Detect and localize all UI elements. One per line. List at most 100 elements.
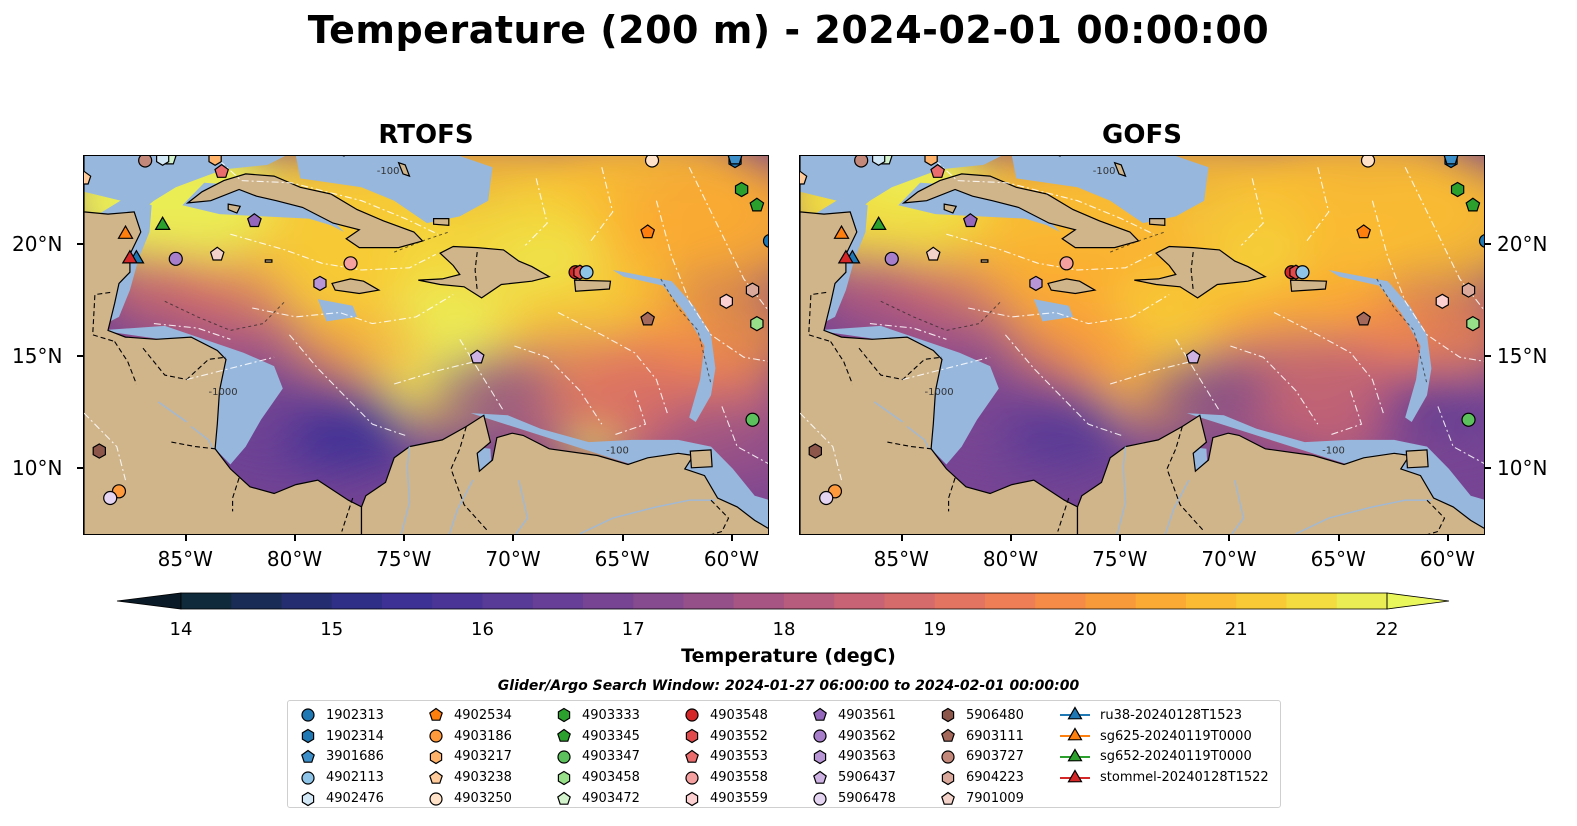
marker-6903727[interactable] (138, 156, 153, 168)
pentagon-marker-icon (429, 708, 443, 722)
marker-4903562[interactable] (168, 251, 183, 266)
panel-title-rtofs: RTOFS (378, 120, 474, 150)
marker-sg625-20240119T0000[interactable] (833, 224, 850, 239)
marker-7901009[interactable] (209, 246, 225, 261)
marker-4902113[interactable] (579, 265, 594, 280)
colorbar-segment (934, 593, 986, 609)
eez-boundary (1175, 339, 1220, 412)
marker-4903345[interactable] (1465, 197, 1481, 212)
marker-7901009[interactable] (925, 246, 941, 261)
colorbar-segment (1286, 593, 1338, 609)
marker-4903347[interactable] (745, 412, 760, 427)
country-border (887, 441, 932, 450)
legend-item: 5906480 (938, 705, 1024, 726)
marker-4902534[interactable] (1356, 224, 1372, 239)
marker-4903561[interactable] (246, 213, 262, 228)
marker-5906480[interactable] (92, 443, 106, 459)
marker-4903458[interactable] (1466, 315, 1480, 332)
colorbar-segment (432, 593, 483, 609)
marker-4903250[interactable] (1360, 156, 1376, 168)
marker-4903333[interactable] (734, 181, 749, 198)
marker-4903333[interactable] (1450, 181, 1465, 198)
legend-column: 5906480 6903111 6903727 6904223 7901009 (938, 705, 1024, 809)
colorbar-segment (683, 593, 735, 609)
river (1164, 479, 1190, 534)
marker-4903458[interactable] (750, 315, 764, 332)
marker-1902313[interactable] (762, 234, 770, 248)
legend-item: sg625-20240119T0000 (1058, 726, 1269, 747)
eez-boundary (1306, 167, 1330, 242)
shelf-bahamas (1011, 156, 1209, 224)
colorbar-segment (231, 593, 282, 609)
marker-5906480[interactable] (808, 443, 822, 459)
circle-marker-icon (301, 708, 315, 722)
marker-6903727[interactable] (854, 156, 869, 168)
marker-4903347[interactable] (1461, 412, 1476, 427)
marker-4903217[interactable] (924, 156, 938, 166)
marker-6903111[interactable] (640, 311, 656, 326)
circle-marker-icon (429, 729, 443, 743)
eez-boundary (800, 412, 843, 481)
marker-4903563[interactable] (1029, 275, 1043, 292)
land-isle_youth (943, 203, 958, 214)
colorbar-segment (834, 593, 885, 609)
legend-item-label: 6903111 (966, 728, 1024, 744)
pentagon-marker-icon (557, 791, 571, 805)
marker-4903561[interactable] (962, 213, 978, 228)
marker-3901686[interactable] (1443, 156, 1459, 165)
eez-boundary (612, 390, 647, 436)
marker-4903562[interactable] (884, 251, 899, 266)
marker-6903111[interactable] (1356, 311, 1372, 326)
triangle-marker-icon (1060, 727, 1090, 741)
marker-1902313[interactable] (1478, 234, 1486, 248)
marker-stommel-20240128T1522[interactable] (121, 249, 138, 264)
eez-boundary (1328, 390, 1363, 436)
legend-item: 6903727 (938, 747, 1024, 768)
lon-tick-mark (730, 535, 733, 541)
marker-4903345[interactable] (749, 197, 765, 212)
legend-item: 4903472 (554, 788, 640, 809)
river (906, 425, 930, 450)
marker-4902476[interactable] (155, 156, 170, 166)
marker-sg652-20240119T0000[interactable] (154, 216, 171, 231)
marker-4903558[interactable] (1059, 256, 1074, 271)
marker-5906437[interactable] (1185, 349, 1201, 364)
marker-4903217[interactable] (208, 156, 222, 166)
lon-tick-label: 85°W (157, 547, 213, 571)
marker-4903553[interactable] (930, 163, 946, 178)
marker-sg625-20240119T0000[interactable] (117, 224, 134, 239)
marker-5906437[interactable] (469, 349, 485, 364)
isobath-contour (1110, 231, 1165, 253)
colorbar-segment (331, 593, 383, 609)
colorbar-segment (784, 593, 835, 609)
marker-4902476[interactable] (871, 156, 886, 166)
marker-4903559[interactable] (1435, 293, 1450, 309)
marker-4903238[interactable] (84, 170, 92, 185)
marker-4903250[interactable] (644, 156, 660, 168)
marker-4903563[interactable] (313, 275, 327, 292)
marker-6904223[interactable] (1461, 282, 1476, 298)
marker-4902113[interactable] (1295, 265, 1310, 280)
colorbar-tick-label: 16 (471, 619, 494, 640)
marker-4903238[interactable] (800, 170, 808, 185)
shelf-gulf_mexico (84, 156, 285, 210)
land-isle_youth (227, 203, 242, 214)
country-border (92, 291, 115, 343)
legend-item-label: 4903333 (582, 707, 640, 723)
marker-5906478[interactable] (103, 490, 118, 506)
marker-4903553[interactable] (214, 163, 230, 178)
marker-sg652-20240119T0000[interactable] (870, 216, 887, 231)
legend-item: 4903347 (554, 747, 640, 768)
eez-boundary (1404, 166, 1484, 311)
marker-4902534[interactable] (640, 224, 656, 239)
marker-stommel-20240128T1522[interactable] (837, 249, 854, 264)
marker-6904223[interactable] (745, 282, 760, 298)
legend-item-label: 4903472 (582, 791, 640, 807)
marker-4903559[interactable] (719, 293, 734, 309)
marker-5906478[interactable] (819, 490, 834, 506)
marker-3901686[interactable] (727, 156, 743, 165)
marker-4903558[interactable] (343, 256, 358, 271)
circle-marker-icon (429, 791, 443, 806)
lat-tick-label: 15°N (1497, 344, 1548, 369)
figure-title: Temperature (200 m) - 2024-02-01 00:00:0… (307, 8, 1270, 52)
